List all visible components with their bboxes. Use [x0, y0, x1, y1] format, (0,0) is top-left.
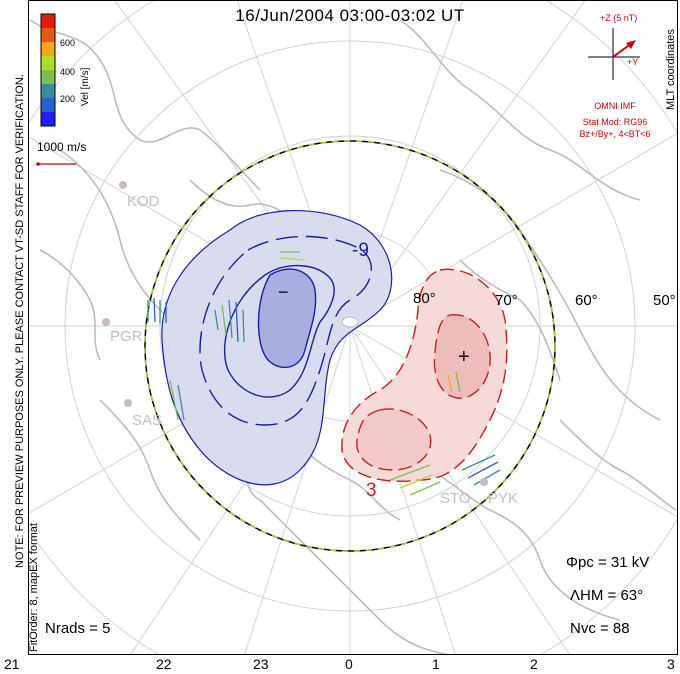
- mlt-tick-21: 21: [4, 656, 20, 672]
- potential-minimum-marker: −: [278, 282, 289, 302]
- mlt-tick-23: 23: [253, 656, 269, 672]
- vector-count: Nvc = 88: [570, 620, 630, 637]
- colorbar-segment: [41, 70, 55, 84]
- imf-clock-dial: [588, 28, 640, 80]
- imf-y-label: +Y: [627, 57, 639, 67]
- pole-patch: [341, 316, 359, 328]
- hm-boundary-latitude: ΛHM = 63°: [570, 587, 644, 604]
- colorbar-segment: [41, 42, 55, 56]
- map-title: 16/Jun/2004 03:00-03:02 UT: [235, 6, 465, 25]
- colorbar-tick-600: 600: [60, 38, 76, 48]
- positive-potential-cell: [341, 268, 508, 482]
- site-sas: SAS: [132, 412, 163, 429]
- mlt-tick-3: 3: [667, 656, 675, 672]
- imf-condition: Bz+/By+, 4<BT<6: [579, 129, 651, 139]
- latitude-label-80: 80°: [413, 290, 436, 307]
- velocity-colorbar: [40, 13, 56, 127]
- contour-label-positive: 3: [366, 480, 377, 501]
- colorbar-outline: [40, 13, 56, 127]
- latitude-label-50: 50°: [653, 292, 676, 309]
- colorbar-segment: [41, 14, 55, 28]
- site-sto: STO: [440, 490, 471, 507]
- mlt-tick-22: 22: [156, 656, 172, 672]
- mlt-tick-1: 1: [432, 656, 440, 672]
- site-kod: KOD: [127, 193, 160, 210]
- site-pgr: PGR: [110, 328, 143, 345]
- radar-site-markers: [102, 181, 488, 486]
- imf-model: Stat Mod: RG96: [582, 117, 648, 127]
- colorbar-segment: [41, 98, 55, 112]
- plot-frame: [28, 0, 678, 655]
- velocity-vectors: [147, 251, 501, 496]
- cross-polar-cap-potential: Φpc = 31 kV: [566, 554, 650, 571]
- colorbar-tick-200: 200: [60, 94, 76, 104]
- reference-vector-label: 1000 m/s: [37, 140, 87, 154]
- coordinate-label: MLT coordinates: [665, 29, 677, 110]
- colorbar-segment: [41, 28, 55, 42]
- colorbar-segment: [41, 56, 55, 70]
- preview-note: NOTE: FOR PREVIEW PURPOSES ONLY. PLEASE …: [14, 74, 26, 568]
- negative-potential-cell: [161, 210, 393, 486]
- mlt-tick-2: 2: [530, 656, 538, 672]
- site-pyk: PYK: [488, 490, 519, 507]
- colorbar-segment: [41, 112, 55, 126]
- latitude-label-60: 60°: [575, 292, 598, 309]
- colorbar-title: Vel [m/s]: [80, 67, 91, 106]
- hm-boundary-dash: [144, 140, 556, 552]
- radar-count: Nrads = 5: [45, 620, 111, 637]
- imf-z-label: +Z (5 nT): [600, 13, 638, 23]
- potential-maximum-marker: +: [458, 346, 470, 368]
- imf-source: OMNI IMF: [594, 101, 636, 111]
- latitude-label-70: 70°: [495, 292, 518, 309]
- mlt-tick-0: 0: [345, 656, 353, 672]
- colorbar-segment: [41, 84, 55, 98]
- reference-vector: [36, 162, 76, 166]
- fit-order-note: FitOrder: 8, mapEX format: [28, 523, 40, 652]
- contour-label-negative: -9: [352, 240, 369, 261]
- colorbar-tick-400: 400: [60, 67, 76, 77]
